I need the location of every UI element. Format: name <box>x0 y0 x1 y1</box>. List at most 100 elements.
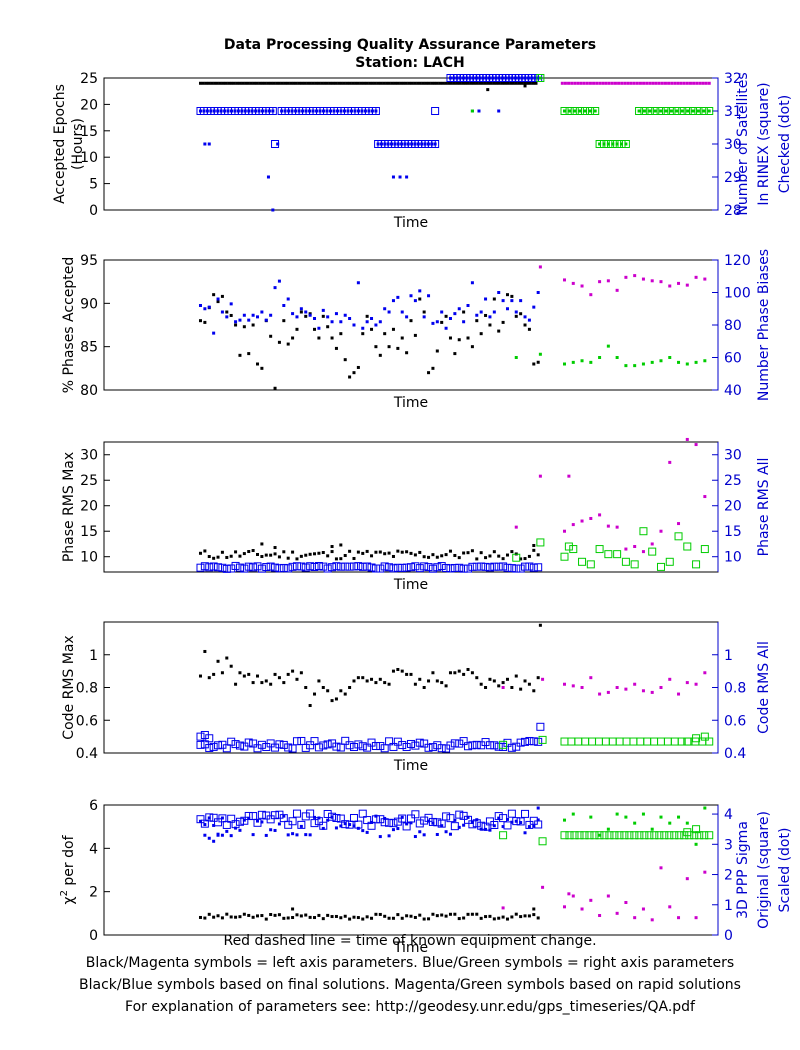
data-dot <box>383 142 387 146</box>
data-square <box>249 563 258 572</box>
data-square <box>678 107 687 115</box>
data-dot <box>212 109 216 113</box>
y-left-tick-label: 20 <box>80 97 98 113</box>
data-dot <box>466 336 470 340</box>
data-square <box>586 107 595 115</box>
data-dot <box>703 495 707 499</box>
data-square <box>354 562 363 571</box>
data-dot <box>519 915 523 919</box>
data-dot <box>339 109 343 113</box>
data-dot <box>269 313 273 317</box>
data-dot <box>264 109 268 113</box>
data-square <box>605 831 614 840</box>
data-square <box>240 816 249 825</box>
data-dot <box>410 142 414 146</box>
data-square <box>503 563 512 572</box>
data-dot <box>606 142 610 146</box>
data-square <box>610 831 619 840</box>
data-square <box>227 814 236 823</box>
y-right-tick-label: 30 <box>724 448 742 464</box>
data-dot <box>308 312 312 316</box>
data-dot <box>573 81 577 85</box>
data-dot <box>501 299 505 303</box>
data-dot <box>403 142 407 146</box>
data-dot <box>523 76 527 80</box>
data-dot <box>378 320 382 324</box>
y-right-tick-label: 32 <box>724 71 742 87</box>
data-square <box>490 821 499 830</box>
data-dot <box>532 913 536 917</box>
data-square <box>235 563 244 572</box>
data-square <box>499 831 508 840</box>
data-dot <box>641 362 645 366</box>
data-dot <box>378 677 382 681</box>
data-dot <box>207 816 211 820</box>
data-square <box>499 740 508 749</box>
y-right-label: 3D PPP Sigma <box>735 821 751 919</box>
y-right-tick-label: 31 <box>724 104 742 120</box>
data-dot <box>345 81 349 85</box>
data-dot <box>286 297 290 301</box>
data-dot <box>435 832 439 836</box>
data-dot <box>335 109 339 113</box>
data-square <box>630 831 639 840</box>
data-dot <box>400 916 404 920</box>
data-dot <box>343 692 347 696</box>
data-dot <box>273 672 277 676</box>
data-dot <box>203 823 207 827</box>
data-dot <box>382 81 386 85</box>
data-dot <box>645 81 649 85</box>
data-dot <box>571 894 575 898</box>
data-dot <box>339 824 343 828</box>
data-dot <box>527 914 531 918</box>
data-dot <box>642 109 646 113</box>
data-dot <box>470 820 474 824</box>
data-square <box>512 742 521 751</box>
data-dot <box>418 913 422 917</box>
data-dot <box>286 672 290 676</box>
data-dot <box>282 916 286 920</box>
data-dot <box>277 822 281 826</box>
data-dot <box>422 917 426 921</box>
data-square <box>249 739 258 748</box>
y-left-label: (Hours) <box>70 118 86 170</box>
data-square <box>585 831 594 840</box>
data-dot <box>390 142 394 146</box>
data-dot <box>271 208 275 212</box>
series-rapid_right-square <box>499 732 714 749</box>
data-dot <box>287 109 291 113</box>
data-dot <box>326 325 330 329</box>
data-dot <box>635 81 639 85</box>
data-dot <box>236 109 240 113</box>
data-dot <box>391 327 395 331</box>
data-dot <box>387 682 391 686</box>
data-dot <box>519 299 523 303</box>
data-dot <box>510 76 514 80</box>
data-dot <box>466 667 470 671</box>
data-dot <box>563 81 567 85</box>
data-square <box>385 737 394 746</box>
data-dot <box>433 142 437 146</box>
data-dot <box>641 689 645 693</box>
data-square <box>672 107 681 115</box>
data-dot <box>431 366 435 370</box>
data-dot <box>677 692 681 696</box>
data-dot <box>235 81 239 85</box>
data-dot <box>466 551 470 555</box>
data-dot <box>256 914 259 918</box>
data-dot <box>449 81 453 85</box>
data-dot <box>458 81 462 85</box>
data-dot <box>418 677 422 681</box>
x-axis-label: Time <box>393 215 428 231</box>
data-dot <box>229 109 233 113</box>
data-dot <box>267 109 271 113</box>
station-title: Station: LACH <box>355 55 465 71</box>
data-dot <box>361 917 365 921</box>
data-dot <box>475 557 479 561</box>
data-dot <box>325 81 329 85</box>
data-dot <box>452 76 456 80</box>
data-square <box>656 107 665 115</box>
y-left-tick-label: 25 <box>80 473 98 489</box>
data-dot <box>431 912 435 916</box>
data-dot <box>468 76 472 80</box>
